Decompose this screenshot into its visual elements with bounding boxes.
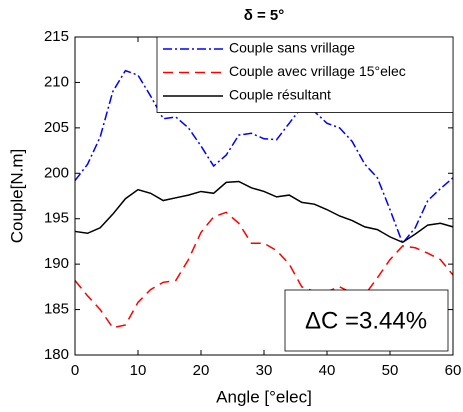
y-tick-label: 180 [44,346,69,363]
legend-label: Couple sans vrillage [229,40,355,56]
legend-label: Couple résultant [229,87,331,103]
x-tick-label: 40 [319,362,336,379]
chart-title: δ = 5° [244,7,285,24]
y-axis-label: Couple[N.m] [7,149,26,243]
y-tick-label: 205 [44,119,69,136]
series-line [74,69,454,245]
x-tick-label: 60 [445,362,462,379]
x-tick-label: 0 [71,362,79,379]
series-line [74,211,454,329]
y-tick-label: 190 [44,255,69,272]
annotation: ΔC =3.44% [305,307,427,334]
y-tick-label: 210 [44,73,69,90]
x-tick-label: 30 [256,362,273,379]
y-tick-label: 185 [44,301,69,318]
x-tick-label: 20 [193,362,210,379]
legend-label: Couple avec vrillage 15°elec [229,63,406,79]
series-line [74,180,454,244]
legend-box [156,36,454,113]
annotation-box [284,289,449,352]
y-tick-label: 215 [44,28,69,45]
y-tick-label: 195 [44,210,69,227]
x-tick-label: 50 [382,362,399,379]
x-tick-label: 10 [130,362,147,379]
x-axis-label: Angle [°elec] [216,387,312,406]
y-tick-label: 200 [44,164,69,181]
